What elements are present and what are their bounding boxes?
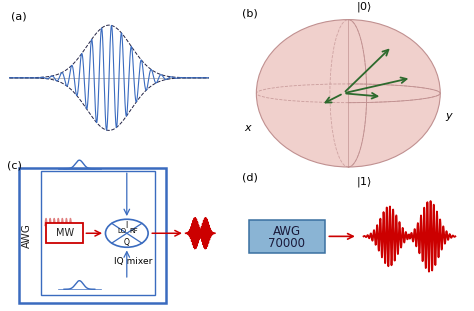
Text: $y$: $y$ bbox=[445, 111, 454, 123]
Text: LO: LO bbox=[117, 228, 126, 234]
Text: RF: RF bbox=[129, 228, 138, 234]
Circle shape bbox=[105, 219, 148, 247]
Text: (d): (d) bbox=[242, 172, 257, 182]
Text: Q: Q bbox=[124, 238, 130, 247]
Text: AWG: AWG bbox=[273, 225, 301, 238]
Text: $x$: $x$ bbox=[245, 123, 254, 133]
Text: IQ mixer: IQ mixer bbox=[114, 258, 152, 266]
Text: (b): (b) bbox=[242, 8, 257, 18]
FancyBboxPatch shape bbox=[46, 223, 83, 243]
Text: $|1\rangle$: $|1\rangle$ bbox=[356, 175, 372, 189]
Text: $|0\rangle$: $|0\rangle$ bbox=[356, 0, 372, 14]
Text: I: I bbox=[126, 221, 128, 230]
Text: (c): (c) bbox=[7, 160, 22, 170]
Text: 70000: 70000 bbox=[268, 237, 305, 250]
FancyBboxPatch shape bbox=[248, 220, 325, 253]
Text: MW: MW bbox=[55, 228, 73, 238]
Text: (a): (a) bbox=[11, 12, 27, 22]
Text: AWG: AWG bbox=[22, 223, 32, 248]
Ellipse shape bbox=[256, 20, 440, 167]
